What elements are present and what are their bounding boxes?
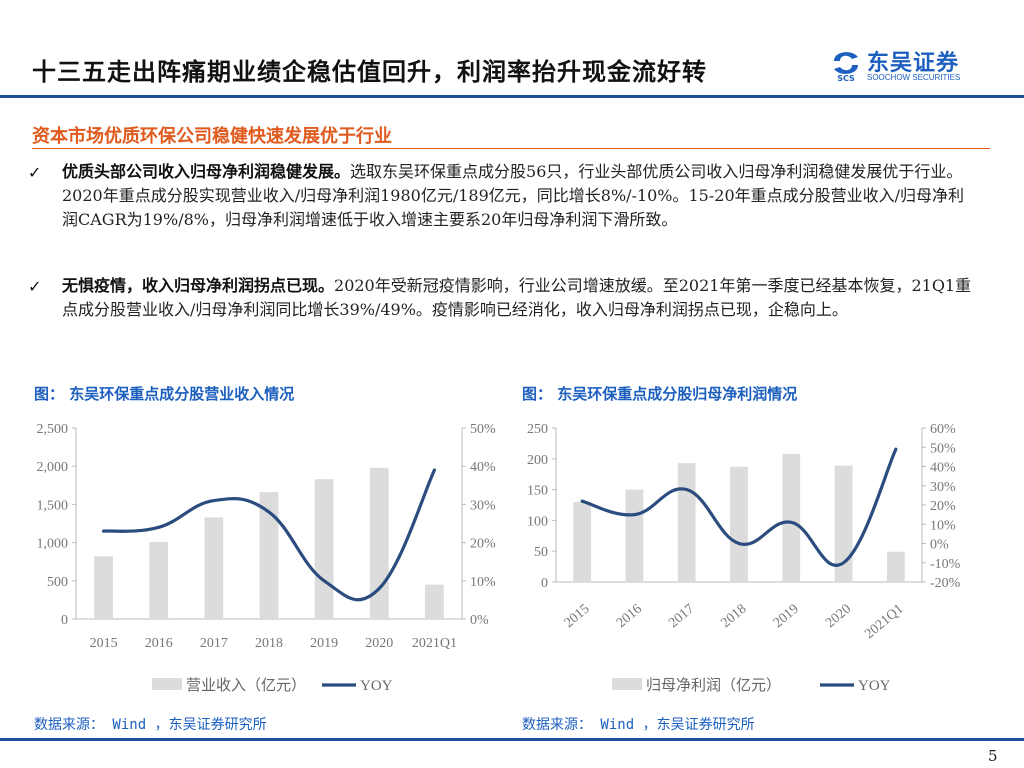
- page-number: 5: [988, 747, 998, 765]
- x-tick-label: 2017: [200, 636, 228, 651]
- y-left-tick-label: 2,500: [37, 422, 69, 437]
- bar: [149, 541, 169, 619]
- x-tick-label: 2016: [614, 602, 645, 631]
- x-tick-label: 2015: [90, 636, 118, 651]
- page-title: 十三五走出阵痛期业绩企稳估值回升，利润率抬升现金流好转: [32, 58, 707, 86]
- y-left-tick-label: 0: [541, 576, 548, 591]
- y-left-tick-label: 2,000: [37, 460, 69, 475]
- bullet-lead-1: 优质头部公司收入归母净利润稳健发展。: [62, 162, 351, 181]
- bar: [94, 556, 113, 619]
- bullet-lead-2: 无惧疫情，收入归母净利润拐点已现。: [62, 276, 335, 295]
- legend-swatch-bar: [612, 678, 642, 690]
- x-tick-label: 2020: [823, 602, 854, 631]
- yoy-line: [101, 468, 437, 602]
- y-right-tick-label: 30%: [930, 480, 956, 495]
- header-rule: [0, 95, 1024, 98]
- subtitle-underline: [32, 148, 990, 149]
- bar: [730, 466, 748, 582]
- bar: [834, 465, 853, 582]
- check-icon: ✓: [28, 277, 42, 296]
- brand-name: 东吴证券: [867, 51, 960, 76]
- y-right-tick-label: 0%: [470, 613, 489, 628]
- figure-title-revenue: 图： 东吴环保重点成分股营业收入情况: [34, 385, 295, 403]
- y-right-tick-label: 30%: [470, 498, 496, 513]
- x-tick-label: 2021Q1: [412, 636, 457, 651]
- y-right-tick-label: 50%: [470, 422, 496, 437]
- bar: [886, 551, 905, 582]
- bullet-paragraph-2: 无惧疫情，收入归母净利润拐点已现。2020年受新冠疫情影响，行业公司增速放缓。至…: [62, 274, 972, 322]
- y-left-tick-label: 1,500: [37, 498, 69, 513]
- bullet-text-2: 2020年受新冠疫情影响，行业公司增速放缓。至2021年第一季度已经基本恢复，2…: [62, 276, 972, 319]
- y-left-tick-label: 0: [61, 613, 68, 628]
- y-left-tick-label: 500: [47, 575, 68, 590]
- brand-subtitle: SOOCHOW SECURITIES: [867, 73, 961, 82]
- figure-source-profit: 数据来源： Wind ，东吴证券研究所: [522, 717, 755, 733]
- x-tick-label: 2018: [718, 602, 749, 631]
- y-right-tick-label: 20%: [470, 537, 496, 552]
- y-left-tick-label: 250: [527, 422, 548, 437]
- bar: [573, 501, 592, 582]
- footer-rule: [0, 738, 1024, 741]
- revenue-chart: 0 500 1,000 1,500 2,000 2,500 0% 10% 20% 30% 40% 50…: [37, 422, 497, 694]
- figure-title-profit: 图： 东吴环保重点成分股归母净利润情况: [522, 385, 798, 403]
- x-tick-label: 2019: [310, 636, 338, 651]
- y-left-tick-label: 100: [527, 514, 548, 529]
- brand-mark-icon: SCS: [834, 52, 858, 83]
- x-tick-label: 2020: [365, 636, 393, 651]
- y-right-tick-label: -20%: [930, 576, 961, 591]
- legend-label-bar: 营业收入（亿元）: [186, 677, 306, 694]
- bar: [425, 584, 444, 619]
- bar: [677, 463, 696, 582]
- bar: [314, 479, 334, 619]
- x-tick-label: 2018: [255, 636, 283, 651]
- bar: [204, 517, 224, 619]
- y-left-tick-label: 150: [527, 484, 548, 499]
- yoy-line: [580, 447, 898, 567]
- y-right-tick-label: 0%: [930, 538, 949, 553]
- y-left-tick-label: 50: [534, 545, 548, 560]
- y-right-tick-label: 50%: [930, 441, 956, 456]
- figure-source-revenue: 数据来源： Wind ，东吴证券研究所: [34, 717, 267, 733]
- y-right-tick-label: 10%: [470, 575, 496, 590]
- bar: [259, 492, 279, 619]
- bar: [625, 489, 644, 582]
- x-tick-label: 2021Q1: [862, 602, 906, 642]
- profit-chart: 0 50 100 150 200 250 -20% -10% 0% 10% 20% 30% 40% 50%…: [527, 422, 961, 694]
- bar: [369, 467, 389, 619]
- bar: [782, 453, 801, 582]
- legend-swatch-bar: [152, 678, 182, 690]
- y-left-tick-label: 200: [527, 453, 548, 468]
- x-tick-label: 2019: [771, 602, 802, 631]
- bullet-paragraph-1: 优质头部公司收入归母净利润稳健发展。选取东吴环保重点成分股56只，行业头部优质公…: [62, 160, 972, 232]
- x-tick-label: 2016: [145, 636, 173, 651]
- legend-label-line: YOY: [360, 678, 393, 694]
- y-right-tick-label: -10%: [930, 557, 961, 572]
- brand-mark-text: SCS: [837, 74, 855, 83]
- x-tick-label: 2015: [562, 602, 593, 631]
- y-right-tick-label: 20%: [930, 499, 956, 514]
- y-left-tick-label: 1,000: [37, 537, 69, 552]
- brand-logo: SCS 东吴证券 SOOCHOW SECURITIES: [830, 45, 1000, 85]
- legend-label-bar: 归母净利润（亿元）: [646, 677, 781, 694]
- x-tick-label: 2017: [666, 602, 697, 631]
- y-right-tick-label: 60%: [930, 422, 956, 437]
- check-icon: ✓: [28, 163, 42, 182]
- bullet-text-1: 选取东吴环保重点成分股56只，行业头部优质公司收入归母净利润稳健发展优于行业。2…: [62, 162, 965, 229]
- y-right-tick-label: 10%: [930, 518, 956, 533]
- section-subtitle: 资本市场优质环保公司稳健快速发展优于行业: [32, 126, 392, 147]
- y-right-tick-label: 40%: [930, 461, 956, 476]
- y-right-tick-label: 40%: [470, 460, 496, 475]
- legend-label-line: YOY: [858, 678, 891, 694]
